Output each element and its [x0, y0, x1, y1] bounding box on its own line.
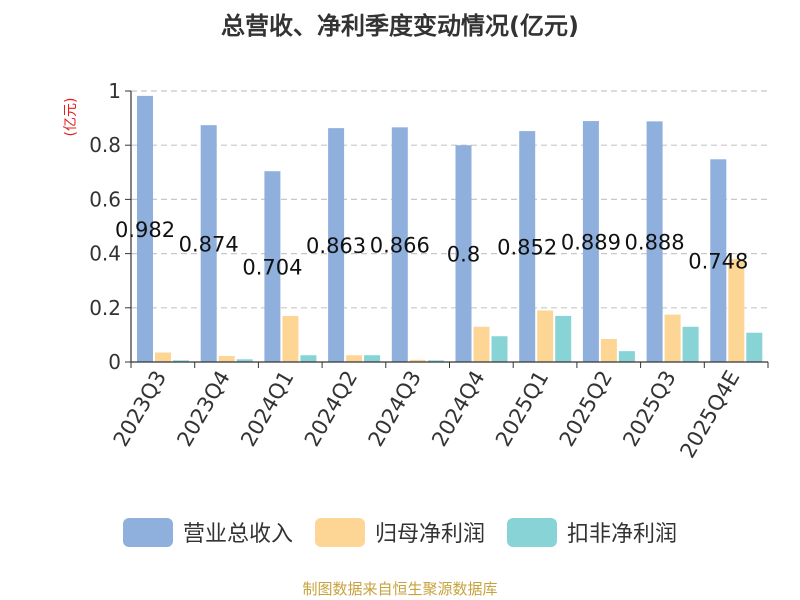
legend-item-deducted-profit[interactable]: 扣非净利润	[507, 516, 677, 548]
x-tick-label: 2025Q1	[491, 367, 553, 451]
x-tick-label: 2023Q4	[172, 367, 234, 451]
bar	[537, 310, 554, 362]
bar	[364, 355, 381, 362]
legend-swatch-net-profit	[314, 517, 365, 547]
bar	[455, 145, 472, 362]
bar	[282, 315, 299, 362]
bar	[218, 356, 235, 362]
x-tick-label: 2025Q4E	[675, 367, 744, 463]
bar	[427, 360, 444, 362]
y-tick-label: 1	[108, 79, 121, 103]
data-label: 0.889	[561, 231, 621, 255]
bar	[328, 128, 345, 362]
legend-swatch-deducted-profit	[507, 517, 557, 547]
legend-swatch-revenue	[122, 517, 173, 547]
y-tick-label: 0.8	[89, 133, 121, 157]
bar	[236, 359, 253, 362]
bar	[473, 326, 490, 362]
legend-item-net-profit[interactable]: 归母净利润	[314, 516, 485, 548]
bar	[728, 259, 745, 362]
x-tick-label: 2023Q3	[109, 367, 171, 451]
y-axis-title: (亿元)	[63, 98, 79, 137]
bar	[519, 131, 536, 362]
bar	[682, 326, 699, 362]
legend-label-revenue: 营业总收入	[182, 522, 293, 547]
bar	[137, 95, 153, 363]
chart-title: 总营收、净利季度变动情况(亿元)	[221, 12, 579, 40]
y-tick-label: 0.6	[89, 187, 121, 211]
bar	[409, 359, 426, 362]
bar	[600, 338, 617, 362]
data-label: 0.748	[688, 250, 748, 274]
bar	[618, 351, 635, 362]
data-label: 0.982	[115, 218, 175, 242]
bar	[155, 352, 171, 362]
bar	[346, 355, 363, 362]
bar	[664, 314, 681, 362]
data-label: 0.863	[306, 234, 366, 258]
x-tick-label: 2024Q4	[427, 367, 489, 451]
data-label: 0.852	[497, 236, 557, 260]
legend-item-revenue[interactable]: 营业总收入	[122, 516, 293, 548]
x-tick-label: 2025Q2	[555, 367, 617, 451]
bar	[710, 159, 727, 362]
data-label: 0.704	[242, 256, 302, 280]
bar	[582, 121, 599, 363]
bar	[491, 336, 508, 362]
bar	[264, 171, 281, 362]
x-tick-label: 2024Q2	[300, 367, 362, 451]
gridlines	[131, 90, 768, 309]
x-tick-label: 2024Q1	[236, 367, 298, 451]
bar	[391, 127, 408, 363]
y-tick-label: 0.2	[89, 296, 121, 320]
legend-label-net-profit: 归母净利润	[374, 522, 485, 547]
bars	[137, 95, 763, 363]
y-tick-label: 0	[108, 350, 121, 374]
legend: 营业总收入 归母净利润 扣非净利润	[0, 516, 800, 548]
data-label: 0.866	[370, 234, 430, 258]
data-label: 0.888	[625, 231, 685, 255]
y-tick-label: 0.4	[89, 242, 121, 266]
bar	[746, 332, 763, 362]
bar	[173, 360, 189, 362]
data-label: 0.8	[447, 243, 480, 267]
data-label: 0.874	[179, 233, 239, 257]
bar	[300, 355, 317, 362]
bar	[555, 315, 572, 362]
data-source: 制图数据来自恒生聚源数据库	[302, 580, 498, 598]
bar	[646, 121, 663, 363]
x-tick-label: 2025Q3	[618, 367, 680, 451]
legend-label-deducted-profit: 扣非净利润	[567, 522, 678, 547]
bar	[200, 125, 217, 362]
x-tick-label: 2024Q3	[364, 367, 426, 451]
